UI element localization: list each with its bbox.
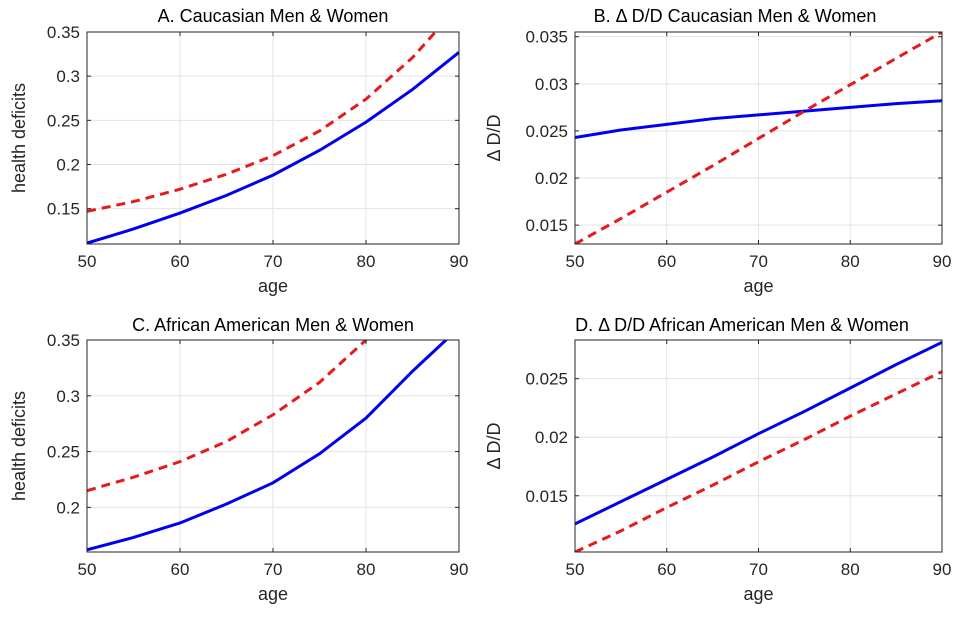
y-tick-label: 0.25 xyxy=(47,111,80,130)
series-line-1 xyxy=(87,51,459,244)
subplot-4: 50 60 70 80 90 0.015 0.02 0.025 D. Δ D/D African… xyxy=(484,315,951,604)
subplot-title: B. Δ D/D Caucasian Men & Women xyxy=(594,6,877,26)
x-axis-label: age xyxy=(258,584,288,604)
y-tick-label: 0.015 xyxy=(525,487,568,506)
subplot-title: A. Caucasian Men & Women xyxy=(158,6,389,26)
x-tick-label: 60 xyxy=(657,560,676,579)
y-tick-label: 0.15 xyxy=(47,200,80,219)
x-tick-label: 80 xyxy=(357,252,376,271)
series-line-1 xyxy=(87,340,449,552)
series-line-1 xyxy=(575,99,942,140)
y-tick-label: 0.03 xyxy=(535,75,568,94)
x-tick-label: 90 xyxy=(933,252,952,271)
subplot-title: D. Δ D/D African American Men & Women xyxy=(575,315,909,335)
subplot-title: C. African American Men & Women xyxy=(132,315,414,335)
x-tick-label: 70 xyxy=(264,252,283,271)
subplot-1: 50 60 70 80 90 0.15 0.2 0.25 0.3 0.35 A. Caucasian… xyxy=(9,6,469,296)
y-tick-label: 0.3 xyxy=(56,67,80,86)
y-tick-label: 0.015 xyxy=(525,216,568,235)
y-axis-label: health deficits xyxy=(9,391,29,501)
y-tick-label: 0.35 xyxy=(47,23,80,42)
series-line-2 xyxy=(87,32,438,213)
x-tick-label: 80 xyxy=(841,560,860,579)
subplot-2: 50 60 70 80 90 0.015 0.02 0.025 0.03 0.035 B. Δ D/… xyxy=(484,6,951,296)
y-tick-label: 0.025 xyxy=(525,370,568,389)
x-axis-label: age xyxy=(743,584,773,604)
x-tick-label: 90 xyxy=(450,560,469,579)
y-axis-label: health deficits xyxy=(9,83,29,193)
x-tick-label: 60 xyxy=(171,252,190,271)
y-tick-label: 0.35 xyxy=(47,331,80,350)
x-tick-label: 70 xyxy=(749,560,768,579)
x-tick-label: 70 xyxy=(749,252,768,271)
x-tick-label: 50 xyxy=(78,252,97,271)
x-tick-label: 90 xyxy=(933,560,952,579)
y-tick-label: 0.3 xyxy=(56,387,80,406)
y-tick-label: 0.02 xyxy=(535,169,568,188)
x-tick-label: 80 xyxy=(357,560,376,579)
y-tick-label: 0.035 xyxy=(525,28,568,47)
series-line-2 xyxy=(87,340,368,493)
series-line-1 xyxy=(575,340,942,526)
x-tick-label: 60 xyxy=(657,252,676,271)
y-axis-label: Δ D/D xyxy=(484,422,504,469)
subplot-3: 50 60 70 80 90 0.2 0.25 0.3 0.35 C. African Ameri… xyxy=(9,315,469,604)
y-axis-label: Δ D/D xyxy=(484,114,504,161)
y-tick-label: 0.2 xyxy=(56,498,80,517)
y-tick-label: 0.2 xyxy=(56,156,80,175)
series-line-2 xyxy=(575,32,942,244)
x-tick-label: 60 xyxy=(171,560,190,579)
x-tick-label: 70 xyxy=(264,560,283,579)
x-axis-label: age xyxy=(258,276,288,296)
y-tick-label: 0.025 xyxy=(525,122,568,141)
y-tick-label: 0.02 xyxy=(535,428,568,447)
x-tick-label: 80 xyxy=(841,252,860,271)
x-tick-label: 50 xyxy=(78,560,97,579)
y-tick-label: 0.25 xyxy=(47,443,80,462)
series-line-2 xyxy=(575,370,942,552)
x-tick-label: 50 xyxy=(566,560,585,579)
x-tick-label: 90 xyxy=(450,252,469,271)
x-tick-label: 50 xyxy=(566,252,585,271)
x-axis-label: age xyxy=(743,276,773,296)
